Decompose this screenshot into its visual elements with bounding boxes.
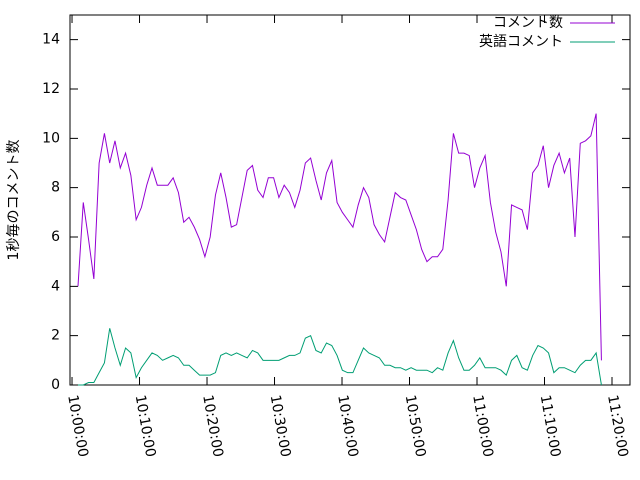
y-tick-label: 2 [51, 328, 60, 344]
y-tick-label: 0 [51, 377, 60, 393]
y-tick-label: 14 [42, 32, 60, 48]
legend-label: 英語コメント [479, 33, 563, 50]
y-tick-label: 12 [42, 81, 60, 97]
x-tick-label: 10:50:00 [402, 394, 429, 459]
x-tick-label: 10:40:00 [334, 394, 361, 459]
x-tick-label: 11:10:00 [537, 394, 564, 459]
y-tick-label: 6 [51, 229, 60, 245]
plot-border [69, 14, 631, 386]
series-line [77, 113, 602, 361]
y-tick-label: 10 [42, 130, 60, 146]
series-line [77, 328, 602, 386]
y-tick-label: 4 [51, 278, 60, 294]
y-tick-label: 8 [51, 180, 60, 196]
x-tick-label: 10:10:00 [132, 394, 159, 459]
x-tick-label: 10:20:00 [199, 394, 226, 459]
x-tick-label: 10:30:00 [267, 394, 294, 459]
x-tick-label: 11:00:00 [469, 394, 496, 459]
x-tick-label: 11:20:00 [604, 394, 631, 459]
x-tick-label: 10:00:00 [64, 394, 91, 459]
y-axis-label: 1秒毎のコメント数 [6, 140, 22, 261]
legend-label: コメント数 [493, 15, 563, 31]
